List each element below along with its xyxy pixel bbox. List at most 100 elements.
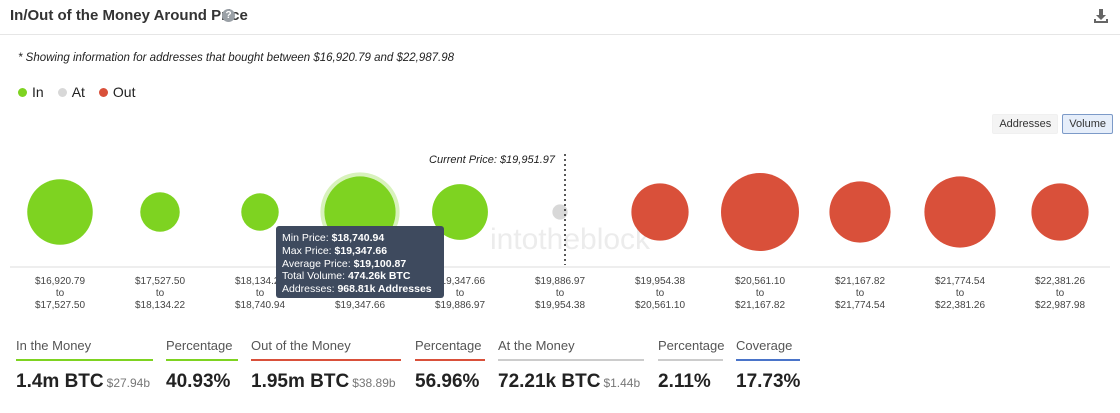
legend-item-in[interactable]: In bbox=[18, 84, 44, 100]
tooltip-avg-label: Average Price: bbox=[282, 257, 351, 270]
stat-in-the-money: In the Money 1.4m BTC $27.94b bbox=[16, 338, 153, 393]
bubble-in-1[interactable] bbox=[140, 192, 180, 232]
legend-out-dot bbox=[98, 87, 108, 97]
stat-value: 2.11% bbox=[658, 371, 711, 392]
stat-coverage: Coverage 17.73% bbox=[736, 338, 800, 393]
stat-value: 40.93% bbox=[166, 371, 231, 392]
tick-label-8-0: $21,167.82 bbox=[835, 276, 885, 287]
tick-label-2-2: $18,740.94 bbox=[235, 300, 285, 311]
watermark: intotheblock bbox=[490, 223, 651, 256]
stat-value-sub: $1.44b bbox=[603, 376, 641, 390]
tooltip-vol-label: Total Volume: bbox=[282, 270, 346, 283]
tick-label-0-1: to bbox=[56, 288, 65, 299]
legend-item-out[interactable]: Out bbox=[98, 84, 136, 100]
stat-value-main: 72.21k BTC bbox=[498, 371, 601, 392]
tick-label-4-0: $19,347.66 bbox=[435, 276, 485, 287]
help-icon[interactable]: ? bbox=[222, 9, 235, 22]
tick-label-6-0: $19,954.38 bbox=[635, 276, 685, 287]
tick-label-4-1: to bbox=[456, 288, 465, 299]
stat-value-sub: $38.89b bbox=[352, 376, 396, 390]
tick-label-1-1: to bbox=[156, 288, 165, 299]
bin-tooltip: Min Price: $18,740.94 Max Price: $19,347… bbox=[276, 226, 444, 298]
stat-at-the-money: At the Money 72.21k BTC $1.44b bbox=[498, 338, 644, 393]
stat-label: Coverage bbox=[736, 338, 800, 361]
tooltip-min-label: Min Price: bbox=[282, 232, 329, 244]
legend-at-label: At bbox=[71, 84, 85, 100]
tick-label-9-0: $21,774.54 bbox=[935, 276, 985, 287]
tick-label-3-2: $19,347.66 bbox=[335, 300, 385, 311]
stat-value-main: 1.4m BTC bbox=[16, 371, 104, 392]
stat-in-percentage: Percentage 40.93% bbox=[166, 338, 238, 393]
volume-button[interactable]: Volume bbox=[1062, 114, 1113, 134]
stat-out-of-the-money: Out of the Money 1.95m BTC $38.89b bbox=[251, 338, 401, 393]
legend-in-label: In bbox=[32, 84, 44, 100]
current-price-label: Current Price: $19,951.97 bbox=[429, 154, 556, 166]
bubbles-group bbox=[27, 172, 1089, 252]
stat-label: In the Money bbox=[16, 338, 153, 361]
bubble-in-2[interactable] bbox=[241, 193, 279, 231]
tooltip-addr-label: Addresses: bbox=[282, 283, 335, 296]
stat-value: 56.96% bbox=[415, 371, 480, 392]
bubble-in-4[interactable] bbox=[432, 184, 488, 240]
widget-header: In/Out of the Money Around Price ? bbox=[0, 0, 1120, 35]
tick-label-1-2: $18,134.22 bbox=[135, 300, 185, 311]
widget-title: In/Out of the Money Around Price bbox=[10, 7, 248, 24]
legend: In At Out bbox=[18, 84, 136, 100]
bubble-out-10[interactable] bbox=[1031, 183, 1089, 241]
tick-label-8-1: to bbox=[856, 288, 865, 299]
download-icon[interactable] bbox=[1092, 7, 1110, 25]
tick-labels-group: $16,920.79to$17,527.50$17,527.50to$18,13… bbox=[35, 276, 1085, 311]
stat-value-main: 1.95m BTC bbox=[251, 371, 350, 392]
stat-value: 1.95m BTC $38.89b bbox=[251, 371, 401, 393]
tick-label-5-0: $19,886.97 bbox=[535, 276, 585, 287]
tick-label-5-2: $19,954.38 bbox=[535, 300, 585, 311]
legend-item-at[interactable]: At bbox=[57, 84, 85, 100]
stat-value: 72.21k BTC $1.44b bbox=[498, 371, 644, 393]
tooltip-addr-value: 968.81k Addresses bbox=[337, 283, 432, 296]
tick-label-9-2: $22,381.26 bbox=[935, 300, 985, 311]
tick-label-7-2: $21,167.82 bbox=[735, 300, 785, 311]
tick-label-8-2: $21,774.54 bbox=[835, 300, 885, 311]
tooltip-vol-value: 474.26k BTC bbox=[347, 270, 411, 283]
tooltip-avg-value: $19,100.87 bbox=[353, 257, 407, 270]
tick-label-0-2: $17,527.50 bbox=[35, 300, 85, 311]
stat-value: 1.4m BTC $27.94b bbox=[16, 371, 153, 393]
stat-label: Out of the Money bbox=[251, 338, 401, 361]
stat-label: At the Money bbox=[498, 338, 644, 361]
stat-label: Percentage bbox=[166, 338, 238, 361]
stat-out-percentage: Percentage 56.96% bbox=[415, 338, 485, 393]
tick-label-1-0: $17,527.50 bbox=[135, 276, 185, 287]
tick-label-10-0: $22,381.26 bbox=[1035, 276, 1085, 287]
bubble-out-6[interactable] bbox=[631, 183, 689, 241]
tooltip-max-label: Max Price: bbox=[282, 244, 332, 257]
tick-label-2-0: $18,134.22 bbox=[235, 276, 285, 287]
bubble-at-5[interactable] bbox=[552, 204, 568, 220]
legend-in-dot bbox=[18, 87, 27, 97]
tick-label-7-1: to bbox=[756, 288, 765, 299]
stat-label: Percentage bbox=[658, 338, 725, 361]
tick-label-6-2: $20,561.10 bbox=[635, 300, 685, 311]
range-note: * Showing information for addresses that… bbox=[18, 52, 455, 64]
tick-label-10-2: $22,987.98 bbox=[1035, 300, 1085, 311]
bubble-out-9[interactable] bbox=[924, 176, 996, 248]
stat-value-sub: $27.94b bbox=[106, 376, 151, 390]
tooltip-max-value: $19,347.66 bbox=[334, 244, 388, 257]
tick-label-6-1: to bbox=[656, 288, 665, 299]
bubble-out-8[interactable] bbox=[829, 181, 891, 243]
stat-value: 17.73% bbox=[736, 371, 801, 392]
bubble-in-0[interactable] bbox=[27, 179, 93, 245]
stat-label: Percentage bbox=[415, 338, 485, 361]
tick-label-9-1: to bbox=[956, 288, 965, 299]
tick-label-5-1: to bbox=[556, 288, 565, 299]
legend-out-label: Out bbox=[112, 84, 136, 100]
stat-at-percentage: Percentage 2.11% bbox=[658, 338, 725, 393]
tick-label-4-2: $19,886.97 bbox=[435, 300, 485, 311]
metric-toggle: Addresses Volume bbox=[992, 114, 1113, 134]
legend-at-dot bbox=[57, 87, 67, 97]
tick-label-10-1: to bbox=[1056, 288, 1065, 299]
bubble-out-7[interactable] bbox=[721, 173, 799, 251]
tick-label-2-1: to bbox=[256, 288, 265, 299]
bubble-chart: intotheblock $16,920.79to$17,527.50$17,5… bbox=[10, 154, 1110, 311]
tooltip-min-value: $18,740.94 bbox=[331, 232, 385, 244]
addresses-button[interactable]: Addresses bbox=[992, 114, 1059, 134]
